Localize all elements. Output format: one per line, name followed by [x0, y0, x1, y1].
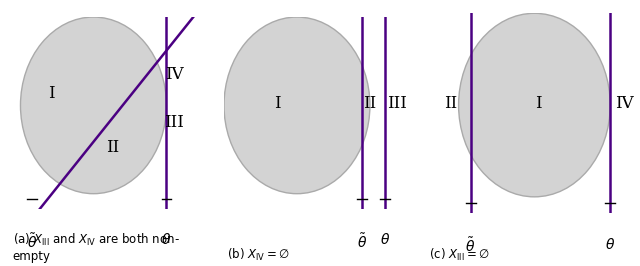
- Ellipse shape: [20, 17, 166, 194]
- Text: $\tilde{\theta}$: $\tilde{\theta}$: [27, 232, 37, 251]
- Text: (c) $X_{\mathrm{III}} = \varnothing$: (c) $X_{\mathrm{III}} = \varnothing$: [429, 247, 490, 263]
- Text: III: III: [387, 95, 407, 112]
- Text: (a) $X_{\mathrm{III}}$ and $X_{\mathrm{IV}}$ are both non-
empty: (a) $X_{\mathrm{III}}$ and $X_{\mathrm{I…: [13, 232, 180, 263]
- Text: $\theta$: $\theta$: [380, 232, 390, 247]
- Text: I: I: [535, 95, 541, 111]
- Text: II: II: [106, 139, 119, 156]
- Ellipse shape: [459, 13, 610, 197]
- Text: $\theta$: $\theta$: [161, 232, 172, 247]
- Text: II: II: [364, 95, 376, 112]
- Text: IV: IV: [615, 95, 634, 111]
- Text: $\theta$: $\theta$: [605, 237, 615, 252]
- Text: III: III: [164, 114, 184, 131]
- Ellipse shape: [224, 17, 370, 194]
- Text: I: I: [275, 95, 281, 112]
- Text: II: II: [444, 95, 457, 111]
- Text: $\tilde{\theta}$: $\tilde{\theta}$: [465, 237, 476, 255]
- Text: $\tilde{\theta}$: $\tilde{\theta}$: [357, 232, 367, 251]
- Text: IV: IV: [164, 66, 184, 83]
- Text: (b) $X_{\mathrm{IV}} = \varnothing$: (b) $X_{\mathrm{IV}} = \varnothing$: [227, 247, 290, 263]
- Text: I: I: [48, 85, 54, 102]
